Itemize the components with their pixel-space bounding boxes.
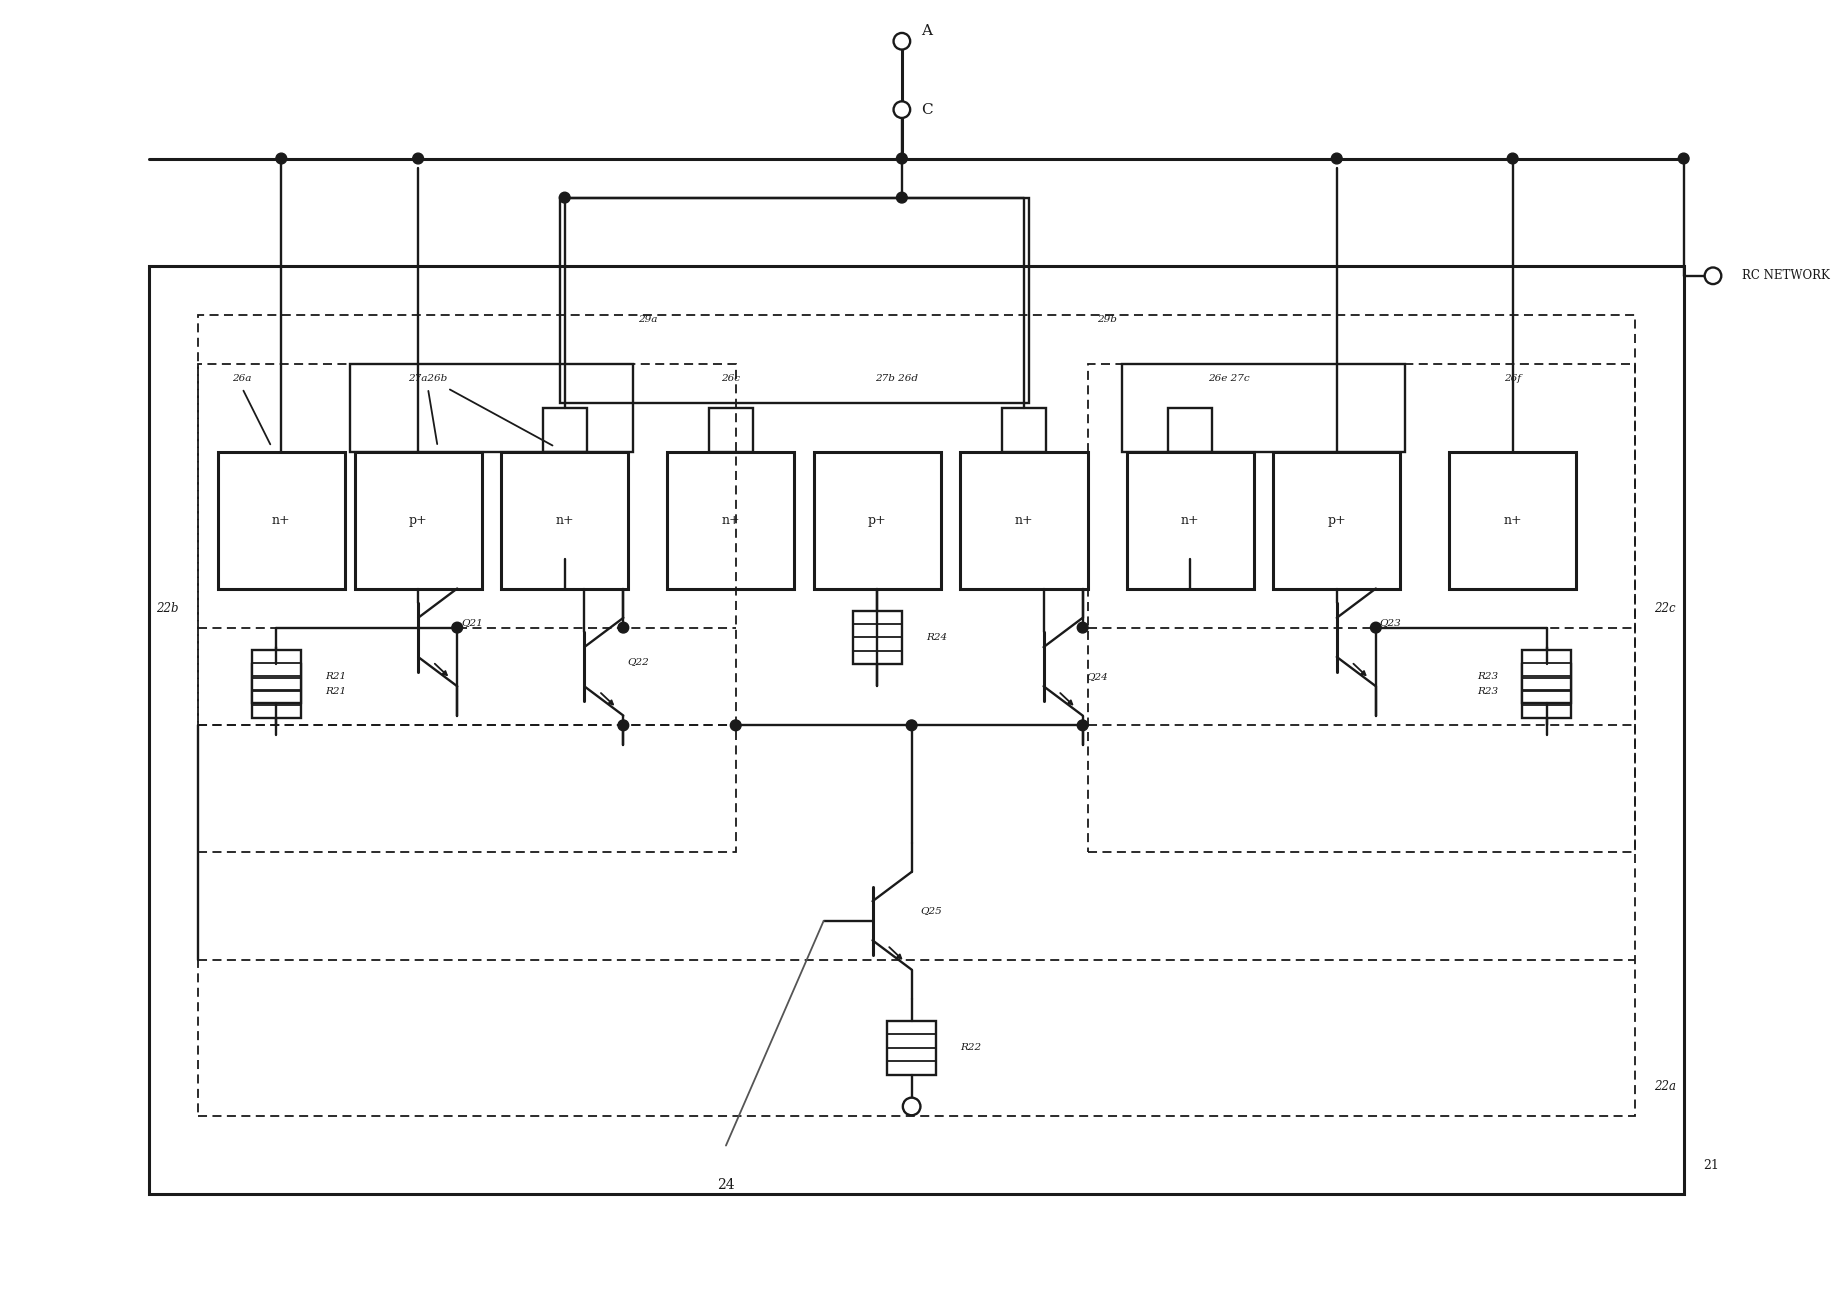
Bar — [1274, 452, 1401, 588]
Text: n+: n+ — [556, 514, 574, 527]
Bar — [543, 408, 587, 452]
Text: 26c: 26c — [722, 374, 740, 383]
Text: 26a: 26a — [232, 374, 252, 383]
Circle shape — [893, 102, 909, 118]
Bar — [1121, 363, 1405, 452]
Text: Q24: Q24 — [1086, 672, 1108, 681]
Bar — [814, 452, 941, 588]
Text: 27b 26d: 27b 26d — [876, 374, 919, 383]
Bar — [350, 363, 633, 452]
Text: p+: p+ — [869, 514, 887, 527]
Circle shape — [1077, 622, 1088, 633]
Bar — [852, 610, 902, 664]
Circle shape — [1331, 153, 1342, 163]
Circle shape — [1508, 153, 1519, 163]
Bar — [1088, 363, 1635, 852]
Circle shape — [1705, 268, 1721, 284]
Circle shape — [412, 153, 423, 163]
Bar — [961, 452, 1088, 588]
Text: 24: 24 — [718, 1178, 735, 1192]
Bar — [355, 452, 482, 588]
Text: n+: n+ — [1504, 514, 1523, 527]
Bar — [252, 650, 300, 703]
Circle shape — [276, 153, 287, 163]
Text: n+: n+ — [272, 514, 291, 527]
Text: R24: R24 — [926, 633, 948, 642]
Text: 22a: 22a — [1655, 1081, 1677, 1094]
Text: R21: R21 — [326, 672, 346, 681]
Text: Q25: Q25 — [920, 907, 943, 915]
Circle shape — [619, 622, 630, 633]
Bar — [1523, 664, 1570, 718]
Circle shape — [904, 1098, 920, 1115]
Circle shape — [1679, 153, 1688, 163]
Bar — [887, 1021, 935, 1074]
Text: 27a26b: 27a26b — [409, 374, 447, 383]
Circle shape — [902, 1098, 920, 1115]
Circle shape — [731, 720, 742, 731]
Text: n+: n+ — [722, 514, 740, 527]
Text: 22c: 22c — [1655, 601, 1675, 614]
Text: RC NETWORK: RC NETWORK — [1742, 269, 1830, 282]
Text: Q23: Q23 — [1379, 618, 1401, 627]
Text: R23: R23 — [1476, 672, 1499, 681]
Circle shape — [893, 33, 909, 50]
Bar — [709, 408, 753, 452]
Bar — [1002, 408, 1046, 452]
Text: p+: p+ — [1327, 514, 1346, 527]
Bar — [1127, 452, 1254, 588]
Circle shape — [619, 720, 630, 731]
Bar — [199, 363, 736, 852]
Bar — [1449, 452, 1576, 588]
Bar — [252, 664, 300, 718]
Bar — [1169, 408, 1211, 452]
Text: 29a: 29a — [639, 315, 657, 324]
Text: p+: p+ — [409, 514, 427, 527]
Circle shape — [897, 192, 908, 203]
Text: 26e 27c: 26e 27c — [1208, 374, 1250, 383]
Text: R22: R22 — [961, 1043, 981, 1052]
Text: 29b: 29b — [1097, 315, 1117, 324]
Text: A: A — [920, 25, 932, 38]
Circle shape — [451, 622, 462, 633]
Bar — [666, 452, 793, 588]
Bar — [1523, 650, 1570, 703]
Text: 22b: 22b — [156, 601, 179, 614]
Text: Q21: Q21 — [460, 618, 482, 627]
Text: n+: n+ — [1180, 514, 1200, 527]
Bar — [199, 315, 1635, 1116]
Bar — [217, 452, 344, 588]
Circle shape — [560, 192, 571, 203]
Circle shape — [1077, 720, 1088, 731]
Circle shape — [906, 720, 917, 731]
Bar — [501, 452, 628, 588]
Text: 21: 21 — [1703, 1158, 1719, 1171]
Text: 26f: 26f — [1504, 374, 1521, 383]
Text: Q22: Q22 — [628, 657, 648, 667]
Bar — [560, 197, 1029, 403]
Text: R21: R21 — [326, 686, 346, 695]
Text: C: C — [920, 103, 933, 116]
Text: n+: n+ — [1014, 514, 1033, 527]
Text: R23: R23 — [1476, 686, 1499, 695]
Bar — [149, 267, 1685, 1195]
Circle shape — [897, 153, 908, 163]
Circle shape — [1370, 622, 1381, 633]
